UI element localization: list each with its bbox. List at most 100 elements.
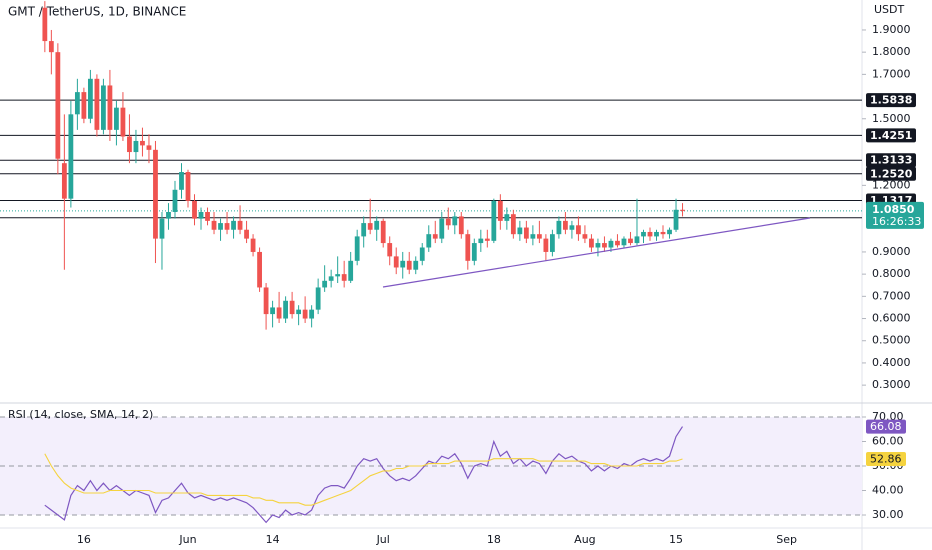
candle-body	[497, 200, 503, 221]
candle-body	[302, 309, 308, 319]
candle-body	[276, 307, 282, 319]
candle-body	[615, 240, 620, 246]
candle-body	[179, 172, 184, 190]
candle-body	[361, 223, 367, 237]
candle-body	[205, 211, 210, 221]
candle-body	[211, 220, 217, 230]
candle-body	[283, 300, 289, 319]
candle-body	[133, 140, 139, 153]
candle-body	[257, 251, 262, 288]
candle-body	[237, 220, 243, 230]
candle-body	[140, 140, 145, 146]
candle-body	[680, 209, 685, 211]
rsi-title: RSI (14, close, SMA, 14, 2)	[8, 408, 153, 421]
candle-body	[654, 231, 659, 237]
candle-body	[68, 114, 74, 199]
candle-body	[107, 85, 113, 130]
candle-body	[628, 238, 633, 244]
candle-body	[400, 260, 406, 268]
candle-body	[471, 243, 477, 261]
candle-body	[589, 238, 594, 248]
candle-body	[387, 243, 393, 257]
candle-body	[660, 231, 666, 235]
level-label-box	[866, 153, 916, 168]
candle-body	[218, 223, 223, 230]
y-tick-label: 0.4000	[872, 356, 911, 369]
candle-body	[582, 234, 588, 239]
y-tick-label: 0.7000	[872, 289, 911, 302]
candle-body	[81, 92, 87, 119]
candle-body	[270, 307, 275, 315]
candle-body	[393, 256, 399, 268]
candle-body	[231, 220, 236, 230]
candle-body	[146, 145, 152, 150]
candle-body	[556, 220, 562, 235]
candle-body	[445, 218, 451, 226]
x-tick-label: Jul	[376, 533, 390, 546]
level-label: 1.2520	[870, 167, 913, 180]
y-tick-label: 1.9000	[872, 23, 911, 36]
candle-body	[328, 276, 334, 281]
candle-body	[87, 78, 93, 119]
candle-body	[159, 218, 165, 239]
y-tick-label: 0.5000	[872, 334, 911, 347]
y-tick-label: 0.6000	[872, 312, 911, 325]
candle-body	[315, 287, 321, 310]
level-label: 1.5838	[870, 94, 912, 107]
candle-body	[419, 247, 425, 261]
candle-body	[484, 238, 490, 241]
rsi-band	[0, 417, 862, 516]
rsi-line	[44, 453, 683, 506]
x-tick-label: 16	[77, 533, 91, 546]
candle-body	[250, 238, 256, 252]
candle-body	[48, 41, 54, 53]
candle-body	[608, 240, 614, 248]
level-label: 1.4251	[870, 129, 912, 142]
candle-body	[667, 229, 672, 235]
candle-body	[641, 231, 646, 237]
candle-body	[563, 220, 568, 230]
candle-body	[413, 260, 419, 270]
candle-body	[94, 78, 100, 130]
x-tick-label: Sep	[776, 533, 797, 546]
candle-body	[543, 238, 549, 252]
y-tick-label: 1.5000	[872, 112, 911, 125]
candle-body	[101, 85, 106, 130]
candle-body	[120, 107, 126, 137]
y-tick-label: 1.2000	[872, 178, 911, 191]
y-tick-label: 60.00	[872, 435, 904, 448]
candle-body	[602, 243, 607, 248]
x-tick-label: 15	[669, 533, 683, 546]
level-label-box	[866, 166, 916, 181]
candle-body	[439, 218, 445, 239]
candle-body	[426, 234, 432, 248]
countdown-label: 16:26:33	[872, 215, 921, 228]
rsi-line	[44, 426, 684, 524]
candle-body	[127, 136, 132, 153]
axis-unit: USDT	[874, 3, 905, 16]
x-tick-label: 18	[487, 533, 501, 546]
candle-body	[517, 227, 523, 235]
candle-body	[647, 231, 653, 237]
x-tick-label: Aug	[574, 533, 595, 546]
value-label-box	[866, 452, 906, 467]
candle-body	[621, 238, 627, 246]
candle-body	[296, 309, 302, 315]
candle-body	[322, 280, 328, 288]
candle-body	[458, 216, 464, 235]
candle-body	[478, 238, 484, 244]
candle-body	[263, 287, 269, 315]
candle-body	[192, 200, 197, 219]
candle-body	[354, 236, 360, 261]
candle-body	[634, 236, 640, 244]
candle-body	[367, 223, 373, 230]
candle-body	[504, 214, 510, 221]
value-label: 52.86	[870, 453, 902, 466]
candle-body	[341, 274, 347, 281]
level-label: 1.3133	[870, 154, 912, 167]
candle-body	[491, 200, 497, 241]
rsi-pane	[0, 416, 862, 524]
candle-body	[406, 260, 412, 270]
candle-body	[536, 234, 542, 239]
